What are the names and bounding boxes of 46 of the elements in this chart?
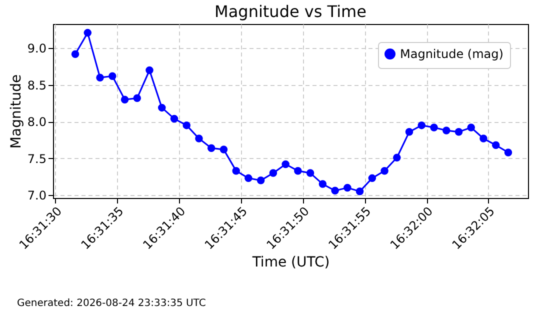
x-axis-title: Time (UTC) bbox=[251, 254, 330, 270]
point bbox=[294, 166, 302, 175]
point bbox=[182, 121, 190, 130]
point bbox=[504, 148, 512, 156]
point bbox=[306, 169, 314, 177]
point bbox=[84, 28, 92, 37]
point bbox=[170, 114, 178, 123]
point bbox=[430, 124, 438, 132]
point bbox=[356, 188, 364, 196]
text: Generated: 2026-08-24 23:33:35 UTC bbox=[17, 298, 206, 309]
point bbox=[133, 94, 141, 102]
point bbox=[120, 96, 129, 104]
point bbox=[405, 128, 414, 136]
point bbox=[71, 50, 80, 58]
point bbox=[480, 134, 488, 142]
point bbox=[207, 144, 216, 152]
point bbox=[195, 134, 203, 142]
point bbox=[344, 184, 352, 192]
point bbox=[282, 160, 290, 168]
y-tick-label: 9.0 bbox=[27, 42, 46, 56]
point bbox=[220, 146, 228, 154]
point bbox=[393, 154, 401, 162]
y-tick-label: 8.0 bbox=[27, 115, 46, 130]
point bbox=[158, 104, 166, 112]
y-axis-title: Magnitude bbox=[8, 74, 24, 149]
y-tick-label: 8.5 bbox=[27, 78, 46, 92]
point bbox=[442, 126, 450, 134]
chart-title: Magnitude vs Time bbox=[214, 2, 366, 21]
point bbox=[96, 74, 104, 82]
point bbox=[454, 128, 463, 136]
legend-label: Magnitude (mag) bbox=[400, 47, 504, 61]
point bbox=[331, 186, 339, 195]
point bbox=[492, 141, 500, 150]
point bbox=[146, 66, 154, 74]
point bbox=[244, 174, 252, 182]
y-tick-label: 7.0 bbox=[27, 188, 46, 203]
point bbox=[467, 124, 475, 132]
point bbox=[269, 169, 278, 177]
point bbox=[318, 180, 327, 188]
point bbox=[108, 72, 116, 80]
y-tick-label: 7.5 bbox=[27, 152, 46, 166]
point bbox=[418, 121, 426, 130]
point bbox=[256, 176, 265, 184]
point bbox=[380, 166, 388, 175]
point bbox=[368, 174, 376, 182]
point bbox=[232, 166, 240, 175]
